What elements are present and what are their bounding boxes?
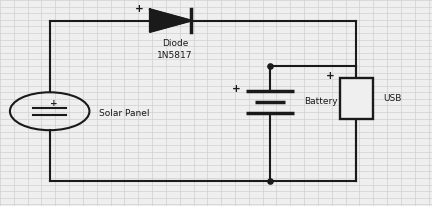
Text: +: + bbox=[135, 4, 143, 14]
Text: +: + bbox=[326, 71, 335, 81]
Text: +: + bbox=[50, 99, 58, 108]
Text: +: + bbox=[232, 84, 241, 94]
Polygon shape bbox=[150, 9, 191, 32]
Text: Solar Panel: Solar Panel bbox=[99, 109, 149, 118]
Text: USB: USB bbox=[384, 94, 402, 103]
Text: Battery: Battery bbox=[305, 97, 338, 107]
Text: Diode
1N5817: Diode 1N5817 bbox=[157, 39, 193, 60]
Bar bbox=[340, 78, 373, 119]
